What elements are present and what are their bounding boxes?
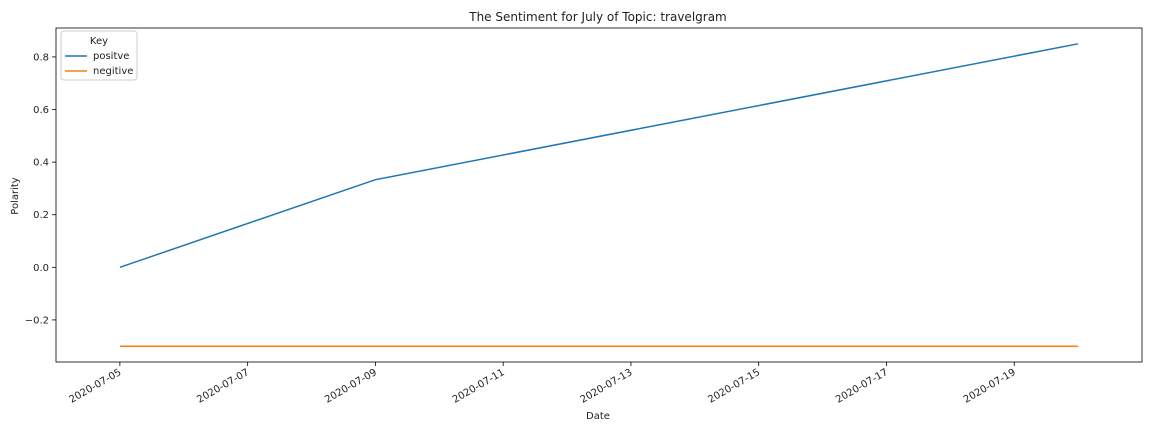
x-tick-label: 2020-07-07 bbox=[195, 367, 251, 406]
y-tick-label: 0.6 bbox=[33, 105, 49, 116]
plot-area: −0.2 0.0 0.2 0.4 0.6 0.8 2020-07-05 2020-07-07 2… bbox=[25, 27, 1143, 406]
legend-label-negative: negitive bbox=[93, 66, 133, 77]
x-tick-label: 2020-07-17 bbox=[834, 367, 890, 406]
x-tick-label: 2020-07-19 bbox=[962, 367, 1018, 406]
legend-box bbox=[60, 30, 138, 81]
y-tick-label: −0.2 bbox=[25, 315, 49, 326]
x-tick-label: 2020-07-15 bbox=[706, 367, 762, 406]
y-tick-label: 0.4 bbox=[33, 158, 49, 169]
x-tick-label: 2020-07-09 bbox=[323, 367, 379, 406]
chart-title: The Sentiment for July of Topic: travelg… bbox=[468, 10, 727, 24]
x-tick-label: 2020-07-13 bbox=[579, 367, 635, 406]
legend-label-positive: positve bbox=[93, 51, 129, 62]
y-tick-label: 0.2 bbox=[33, 210, 49, 221]
series-line-positive bbox=[119, 43, 1079, 269]
x-tick-label: 2020-07-11 bbox=[451, 367, 507, 406]
x-axis-label: Date bbox=[586, 411, 610, 422]
x-tick-label: 2020-07-05 bbox=[68, 367, 124, 406]
y-tick-label: 0.8 bbox=[33, 52, 49, 63]
legend: Key positve negitive bbox=[60, 30, 138, 81]
y-axis-label: Polarity bbox=[10, 177, 21, 215]
plot-frame bbox=[55, 27, 1143, 363]
legend-title: Key bbox=[90, 36, 108, 47]
y-tick-label: 0.0 bbox=[33, 263, 49, 274]
